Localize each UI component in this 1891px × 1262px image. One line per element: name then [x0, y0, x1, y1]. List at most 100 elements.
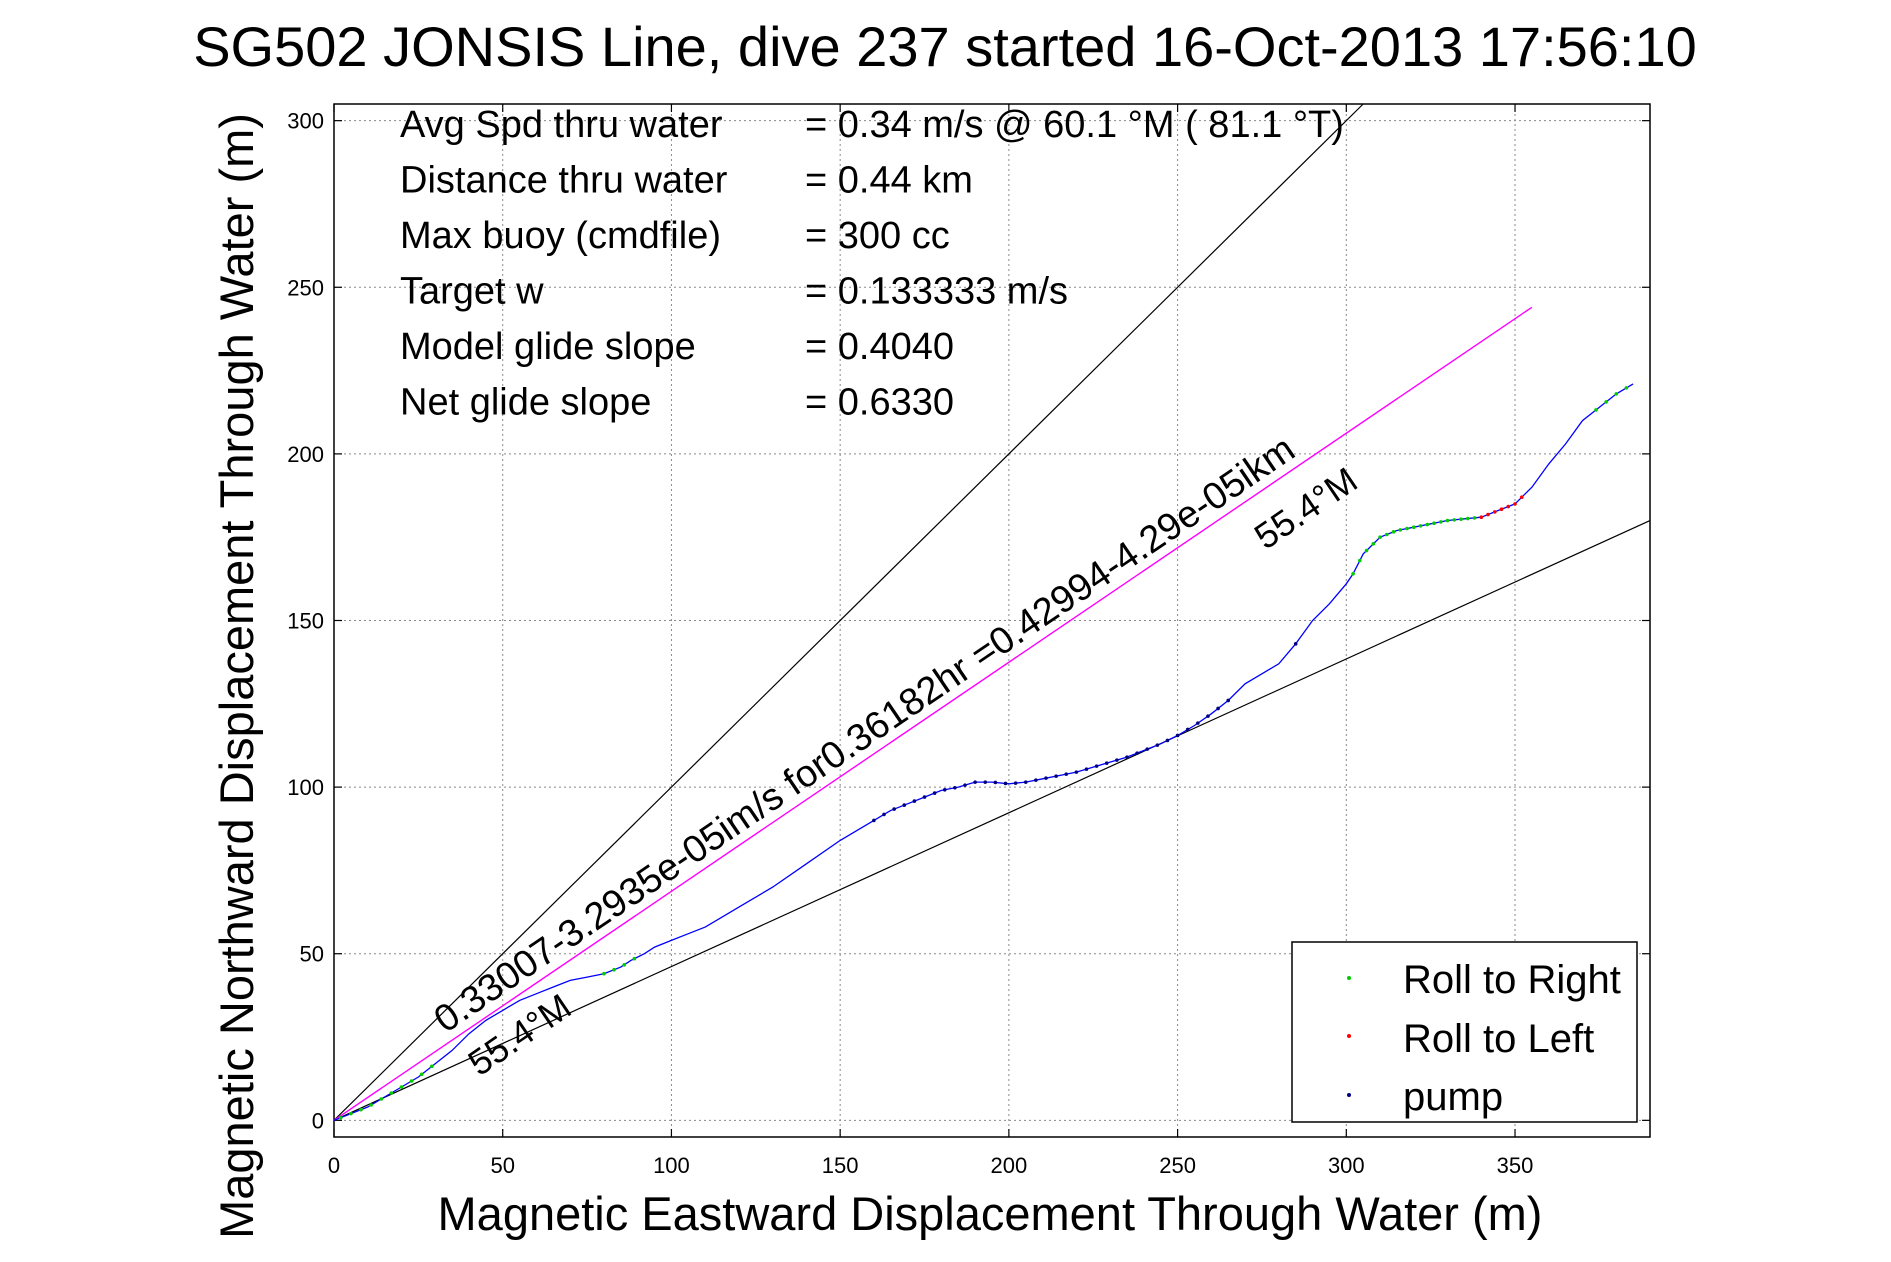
- roll-right-point: [1472, 516, 1477, 520]
- pump-point: [1165, 738, 1170, 743]
- roll-right-point: [1364, 548, 1369, 553]
- roll-right-point: [1418, 524, 1423, 528]
- bound-line: [333, 103, 1364, 1121]
- roll-left-point: [1492, 510, 1497, 514]
- pump-point: [922, 795, 927, 799]
- stat-label: Avg Spd thru water: [400, 104, 723, 146]
- pump-point: [1003, 781, 1008, 786]
- pump-point: [932, 791, 937, 795]
- x-tick-label: 250: [1159, 1153, 1196, 1178]
- stat-value: = 0.133333 m/s: [805, 271, 1068, 313]
- roll-right-point: [632, 956, 637, 961]
- pump-point: [1226, 698, 1231, 703]
- pump-point: [1054, 774, 1058, 778]
- pump-point: [1145, 747, 1150, 751]
- stat-value: = 300 cc: [805, 215, 950, 257]
- pump-point: [1023, 780, 1028, 784]
- roll-right-point: [389, 1091, 394, 1095]
- y-axis-label: Magnetic Northward Displacement Through …: [210, 113, 263, 1239]
- roll-right-point: [369, 1103, 373, 1107]
- x-tick-label: 150: [822, 1153, 859, 1178]
- legend-marker-pump: [1347, 1093, 1351, 1097]
- roll-right-point: [602, 971, 606, 976]
- stat-value: = 0.44 km: [805, 160, 973, 202]
- roll-right-point: [612, 967, 616, 972]
- target-heading-line: [333, 306, 1533, 1121]
- pump-point: [973, 780, 977, 784]
- roll-right-point: [1391, 530, 1396, 534]
- roll-right-point: [1385, 532, 1389, 537]
- roll-right-point: [1445, 518, 1450, 523]
- pump-point: [1013, 781, 1018, 785]
- pump-point: [902, 803, 907, 807]
- pump-point: [1185, 727, 1190, 732]
- axis-ticks: 0 50 100 150 200 250 300 350 0 50 100 150 200 250 300: [287, 104, 1650, 1178]
- legend-label-pump: pump: [1403, 1075, 1503, 1119]
- chart-title: SG502 JONSIS Line, dive 237 started 16-O…: [193, 15, 1697, 78]
- line-label-annotation: 0.33007-3.2935e-05im/s for0.36182hr =0.4…: [427, 428, 1303, 1041]
- pump-point: [1135, 751, 1139, 755]
- roll-right-point: [622, 963, 626, 967]
- stat-label: Distance thru water: [400, 160, 728, 202]
- roll-right-point: [1438, 520, 1443, 524]
- pump-point: [1064, 772, 1069, 776]
- pump-point: [1196, 721, 1200, 725]
- roll-right-point: [1371, 542, 1376, 546]
- pump-point: [912, 799, 917, 803]
- roll-right-point: [419, 1072, 424, 1077]
- roll-right-point: [399, 1085, 404, 1089]
- pump-point: [872, 818, 876, 823]
- roll-right-point: [1614, 392, 1619, 396]
- pump-point: [1094, 764, 1099, 768]
- pump-point: [1206, 714, 1210, 718]
- roll-right-point: [409, 1079, 414, 1083]
- pump-point: [1104, 761, 1109, 765]
- y-tick-label: 0: [312, 1108, 324, 1133]
- roll-left-point: [1479, 515, 1484, 519]
- roll-left-point: [1519, 495, 1524, 500]
- pump-point: [1084, 767, 1089, 771]
- pump-point: [1115, 758, 1119, 762]
- roll-right-point: [1452, 518, 1457, 522]
- stat-label: Target w: [400, 271, 544, 313]
- pump-point: [1155, 743, 1160, 747]
- pump-point: [942, 787, 947, 792]
- roll-right-point: [1405, 526, 1409, 531]
- stat-label: Model glide slope: [400, 326, 696, 368]
- stats-annotations: Avg Spd thru water = 0.34 m/s @ 60.1 °M (…: [400, 104, 1344, 424]
- x-tick-label: 0: [328, 1153, 340, 1178]
- roll-right-point: [349, 1111, 353, 1116]
- roll-right-point: [379, 1097, 384, 1101]
- y-tick-label: 150: [287, 609, 324, 634]
- pump-point: [1216, 706, 1220, 711]
- pump-point: [953, 785, 957, 790]
- pump-point: [1034, 778, 1038, 782]
- y-tick-label: 250: [287, 275, 324, 300]
- y-tick-label: 100: [287, 775, 324, 800]
- reference-lines: [333, 103, 1651, 1121]
- roll-right-point: [338, 1115, 343, 1120]
- roll-right-point: [1378, 535, 1382, 539]
- pump-point: [1175, 733, 1180, 738]
- legend-label-roll-left: Roll to Left: [1403, 1017, 1594, 1061]
- y-tick-label: 200: [287, 442, 324, 467]
- legend-marker-roll-right: [1347, 976, 1351, 980]
- pump-point: [1293, 642, 1298, 646]
- bound-line: [333, 519, 1651, 1121]
- legend-box: [1291, 941, 1638, 1123]
- x-tick-label: 200: [991, 1153, 1028, 1178]
- y-tick-label: 50: [300, 942, 324, 967]
- pump-point: [1044, 776, 1048, 780]
- pump-point: [1125, 755, 1129, 759]
- stat-value: = 0.4040: [805, 326, 954, 368]
- pump-point: [963, 783, 967, 787]
- roll-right-point: [1411, 525, 1416, 529]
- roll-right-point: [1425, 522, 1430, 527]
- x-tick-label: 300: [1328, 1153, 1365, 1178]
- roll-right-point: [1398, 528, 1403, 532]
- stat-value: = 0.6330: [805, 382, 954, 424]
- roll-right-point: [1358, 558, 1362, 563]
- roll-right-point: [1351, 572, 1355, 576]
- roll-left-point: [1506, 504, 1511, 509]
